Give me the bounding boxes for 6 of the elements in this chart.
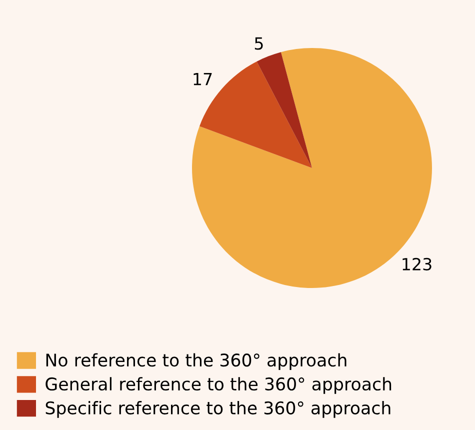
data-label: 123 [402,258,432,270]
legend-label: Specific reference to the 360° approach [46,401,390,418]
data-label: 17 [194,73,212,86]
legend-label: General reference to the 360° approach [46,377,392,394]
legend-label: No reference to the 360° approach [46,353,346,370]
data-label: 5 [254,37,263,50]
